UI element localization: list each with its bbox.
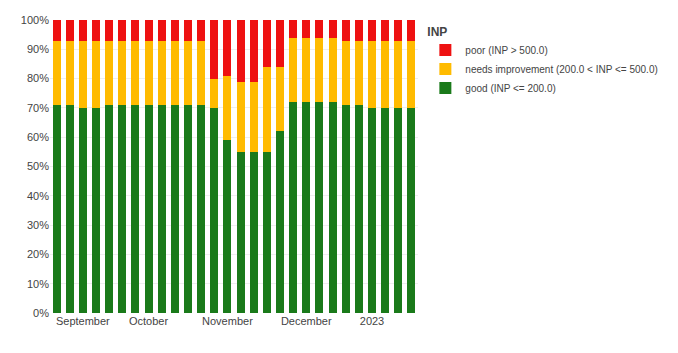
svg-text:2023: 2023 [360, 315, 384, 327]
svg-text:October: October [129, 315, 168, 327]
svg-text:50%: 50% [27, 160, 49, 172]
svg-text:60%: 60% [27, 131, 49, 143]
svg-text:September: September [56, 315, 110, 327]
svg-text:80%: 80% [27, 72, 49, 84]
svg-text:November: November [202, 315, 253, 327]
svg-text:0%: 0% [33, 307, 49, 319]
svg-text:good (INP <= 200.0): good (INP <= 200.0) [465, 83, 555, 94]
svg-text:100%: 100% [21, 14, 49, 26]
svg-text:needs improvement (200.0 < INP: needs improvement (200.0 < INP <= 500.0) [465, 64, 657, 75]
svg-text:INP: INP [427, 25, 447, 39]
svg-text:40%: 40% [27, 190, 49, 202]
svg-text:20%: 20% [27, 248, 49, 260]
svg-text:December: December [281, 315, 332, 327]
svg-text:90%: 90% [27, 43, 49, 55]
svg-text:30%: 30% [27, 219, 49, 231]
svg-text:poor (INP > 500.0): poor (INP > 500.0) [465, 45, 547, 56]
svg-text:70%: 70% [27, 102, 49, 114]
svg-text:10%: 10% [27, 278, 49, 290]
